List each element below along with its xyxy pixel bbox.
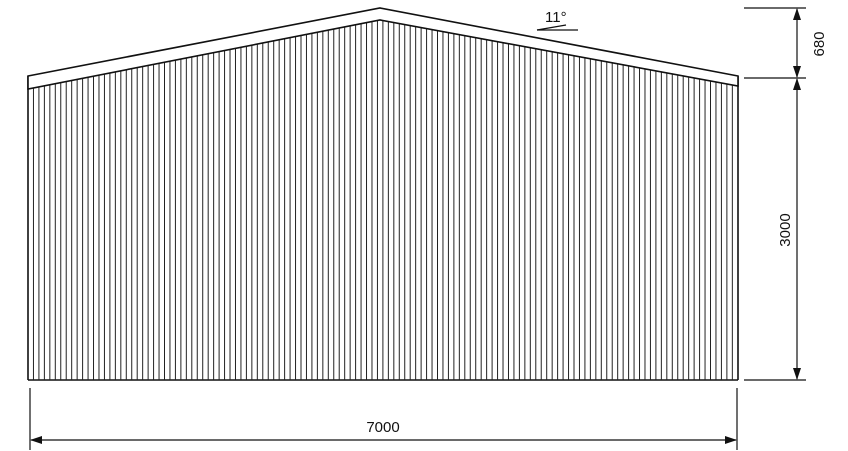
wall-height-label: 3000 xyxy=(777,213,794,246)
cladding-ribs xyxy=(32,20,733,380)
width-dimension xyxy=(29,388,738,450)
roof-pitch-slope-line xyxy=(536,24,567,31)
vertical-dimensions xyxy=(744,7,806,381)
gable-height-label: 680 xyxy=(811,31,828,56)
width-label: 7000 xyxy=(366,419,399,436)
roof-fascia xyxy=(27,7,739,90)
roof-band xyxy=(27,7,739,90)
roof-pitch-label: 11° xyxy=(545,9,567,26)
roof-pitch-annotation: 11° xyxy=(536,9,578,31)
